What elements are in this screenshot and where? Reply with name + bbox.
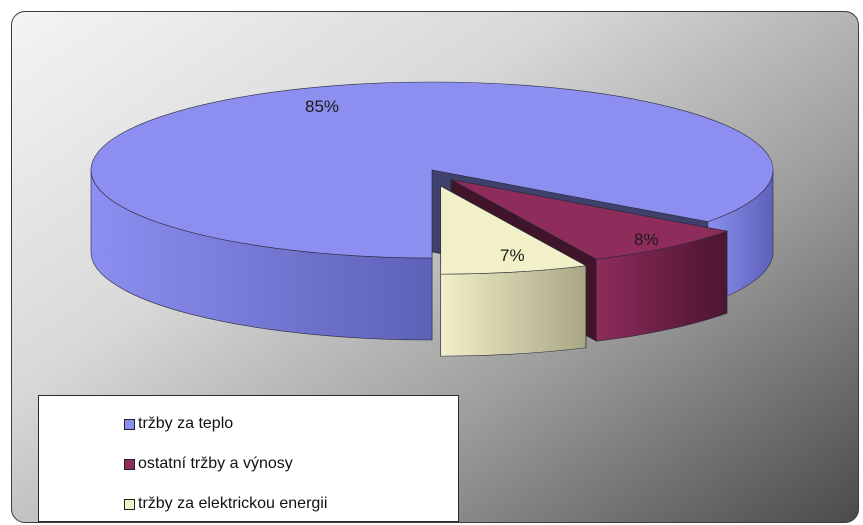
legend: tržby za teplo ostatní tržby a výnosy tr… xyxy=(38,395,459,522)
legend-label-electricity: tržby za elektrickou energii xyxy=(138,495,328,512)
pie-chart: 85% 8% 7% xyxy=(90,81,774,357)
legend-swatch-heat xyxy=(124,418,135,430)
data-label-heat: 85% xyxy=(305,97,339,116)
legend-item-other: ostatní tržby a výnosy xyxy=(124,455,293,473)
legend-swatch-other xyxy=(124,458,135,470)
data-label-other: 8% xyxy=(634,230,659,249)
legend-label-heat: tržby za teplo xyxy=(138,415,234,432)
pie-slice-electricity xyxy=(440,185,587,357)
legend-item-electricity: tržby za elektrickou energii xyxy=(124,495,327,513)
legend-label-other: ostatní tržby a výnosy xyxy=(138,455,293,472)
legend-swatch-electricity xyxy=(124,498,135,510)
legend-item-heat: tržby za teplo xyxy=(124,415,233,433)
data-label-electricity: 7% xyxy=(500,246,525,265)
chart-area: 85% 8% 7% tržby za teplo ostatní tržby a v… xyxy=(11,11,859,523)
